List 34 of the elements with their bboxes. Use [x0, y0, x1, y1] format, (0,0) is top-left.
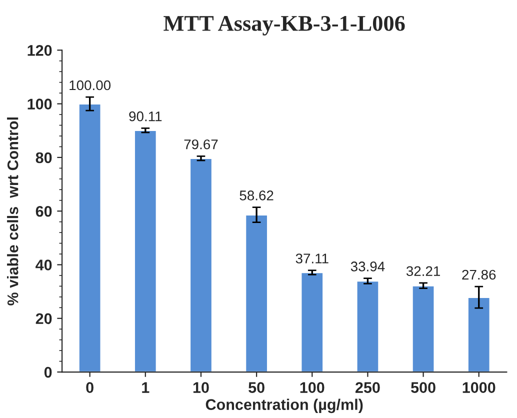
y-tick-label: 40	[36, 260, 52, 270]
y-tick-label: 100	[28, 98, 52, 110]
x-tick-label: 1	[142, 382, 150, 393]
x-tick-label: 0	[86, 382, 94, 393]
data-label: 27.86	[462, 270, 496, 280]
bar	[411, 284, 436, 372]
y-tick-label: 60	[36, 206, 52, 217]
bar	[189, 158, 213, 372]
x-tick-label: 250	[356, 382, 380, 393]
y-tick-label: 120	[28, 45, 52, 56]
data-label: 33.94	[350, 262, 385, 272]
bar	[300, 272, 324, 372]
bar	[356, 280, 380, 372]
x-tick-label: 10	[193, 382, 209, 393]
x-tick-label: 1000	[462, 382, 496, 393]
bar	[244, 214, 268, 372]
x-tick-label: 100	[300, 382, 324, 393]
data-label: 79.67	[184, 139, 218, 150]
x-axis-title: Concentration (µg/ml)	[206, 398, 363, 414]
data-label: 58.62	[240, 190, 274, 200]
x-tick-label: 500	[411, 382, 436, 393]
chart-title: MTT Assay-KB-3-1-L006	[164, 16, 405, 36]
data-label: 37.11	[296, 254, 328, 264]
data-label: 100.00	[70, 80, 111, 90]
x-tick-label: 50	[248, 382, 264, 393]
bar	[467, 296, 491, 372]
bar	[78, 103, 102, 372]
bar	[134, 130, 158, 372]
y-tick-label: 80	[36, 152, 52, 164]
y-axis-title: % viable cells wrt Control	[7, 118, 18, 306]
data-label: 90.11	[129, 111, 162, 122]
y-tick-label: 20	[36, 313, 52, 324]
y-tick-label: 0	[44, 366, 52, 378]
data-label: 32.21	[406, 266, 440, 276]
